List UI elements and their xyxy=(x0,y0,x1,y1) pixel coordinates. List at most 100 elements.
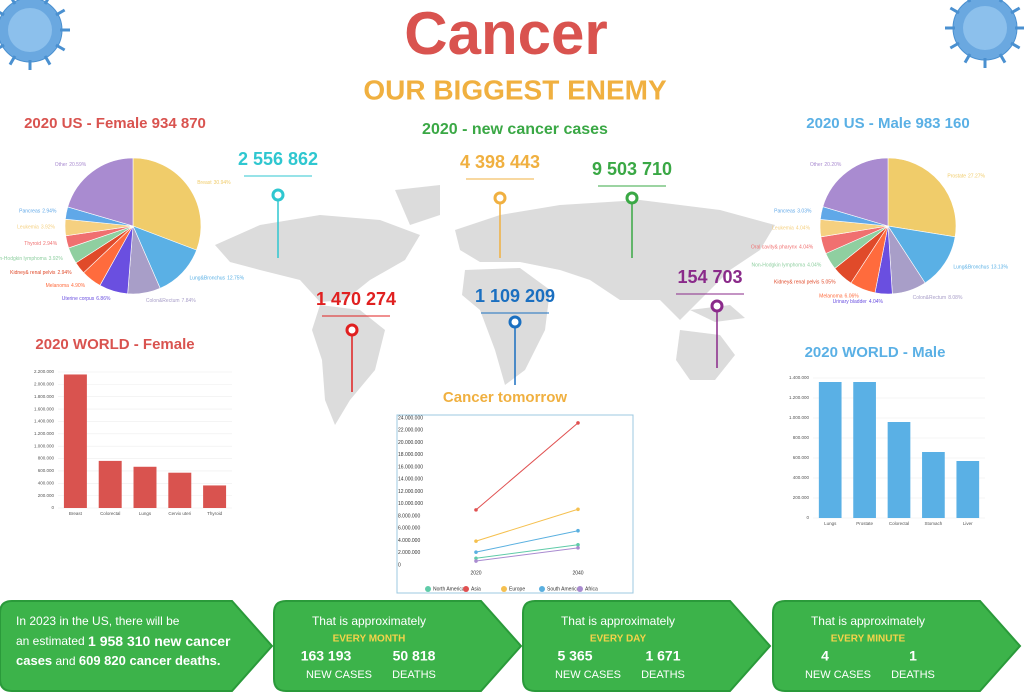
fact-text-part: In 2023 in the US, there will be xyxy=(16,614,180,628)
fact-text-part: and xyxy=(52,654,79,668)
x-tick-label: Lungs xyxy=(139,511,152,516)
pie-label-value: 27.27% xyxy=(968,174,986,180)
y-tick-label: 0 xyxy=(51,505,54,510)
virus-spike xyxy=(55,43,66,52)
series-point xyxy=(576,528,580,533)
series-point xyxy=(576,507,580,512)
pie-label-value: 4.90% xyxy=(71,283,86,289)
fact-period: EVERY MONTH xyxy=(333,634,406,645)
pie-label: Non-Hodgkin lymphoma 4.04% xyxy=(751,263,821,269)
pie-label-category: Oral cavity& pharynx xyxy=(751,245,798,251)
fact-text: In 2023 in the US, there will be xyxy=(16,614,180,628)
fact-deaths-label: DEATHS xyxy=(641,669,685,681)
y-tick-label: 0 xyxy=(398,562,401,568)
fact-deaths: 50 818 xyxy=(393,648,436,664)
fact-title: That is approximately xyxy=(312,614,426,628)
bar xyxy=(922,452,945,518)
y-tick-label: 800.000 xyxy=(38,456,55,461)
y-tick-label: 10.000.000 xyxy=(398,501,423,507)
fact-deaths-label: DEATHS xyxy=(392,669,436,681)
pie-slice xyxy=(67,157,134,227)
bar xyxy=(887,422,911,518)
series-point xyxy=(576,546,580,550)
fact-arrow xyxy=(772,600,1022,692)
y-tick-label: 600.000 xyxy=(38,468,55,473)
bar xyxy=(818,382,842,518)
y-tick-label: 200.000 xyxy=(38,493,55,498)
y-tick-label: 20.000.000 xyxy=(398,440,423,446)
virus-spike xyxy=(55,8,66,17)
virus-spike xyxy=(0,10,5,17)
fact-title: That is approximately xyxy=(561,614,675,628)
legend-label: Asia xyxy=(471,586,481,592)
fact-title: That is approximately xyxy=(811,614,925,628)
pie-label-value: 8.08% xyxy=(948,295,963,301)
legend-swatch xyxy=(425,586,431,592)
y-tick-label: 1.000.000 xyxy=(34,443,55,448)
fact-cases: 4 xyxy=(821,648,829,664)
virus-spike xyxy=(1010,41,1021,50)
pie-label-category: Melanoma xyxy=(46,283,70,289)
pie-label-category: Colon&Rectum xyxy=(913,295,947,301)
virus-spike xyxy=(998,0,1003,3)
legend-label: Africa xyxy=(585,586,598,592)
pie-label-value: 13.13% xyxy=(991,265,1009,271)
pie-label-category: Leukemia xyxy=(17,225,39,231)
pie-label: Prostate 27.27% xyxy=(947,174,985,180)
virus-spike xyxy=(0,43,5,50)
y-tick-label: 16.000.000 xyxy=(398,464,423,470)
pie-label-value: 7.84% xyxy=(182,298,197,304)
x-tick-label: 2020 xyxy=(470,570,481,576)
bar xyxy=(853,382,876,518)
bar xyxy=(98,460,122,508)
series-point xyxy=(474,550,478,554)
pie-label: Other 20.59% xyxy=(55,163,87,169)
y-tick-label: 1.800.000 xyxy=(34,394,55,399)
y-tick-label: 4.000.000 xyxy=(398,538,420,544)
x-tick-label: Thyroid xyxy=(207,511,223,516)
pie-label-category: Urinary bladder xyxy=(833,299,868,305)
virus-spike xyxy=(967,0,972,3)
fact-cases-label: NEW CASES xyxy=(306,669,372,681)
x-tick-label: Colorectal xyxy=(889,521,909,526)
virus-spike xyxy=(1010,6,1021,15)
callout-marker xyxy=(493,191,507,205)
pie-label-category: Non-Hodgkin lymphoma xyxy=(0,256,47,262)
y-tick-label: 22.000.000 xyxy=(398,428,423,434)
pie-label: Colon&Rectum 7.84% xyxy=(146,298,196,304)
region-cases: 154 703 xyxy=(677,267,742,287)
pie-label-category: Thyroid xyxy=(24,241,41,247)
pie-label-value: 2.94% xyxy=(57,270,72,276)
region-cases: 4 398 443 xyxy=(460,152,540,172)
pie-label-category: Other xyxy=(55,163,68,169)
pie-label: Breast 30.94% xyxy=(197,180,231,186)
y-tick-label: 14.000.000 xyxy=(398,477,423,483)
pie-slice xyxy=(132,157,202,251)
x-tick-label: Cervix uteri xyxy=(168,511,191,516)
page-title: Cancer xyxy=(404,0,607,67)
page-subtitle: OUR BIGGEST ENEMY xyxy=(363,74,667,105)
fact-cases: 5 365 xyxy=(557,648,592,664)
pie-label: Kidney& renal pelvis 2.94% xyxy=(10,270,72,276)
chart-title: 2020 US - Female 934 870 xyxy=(24,115,206,132)
y-tick-label: 1.200.000 xyxy=(34,431,55,436)
y-tick-label: 1.000.000 xyxy=(789,415,810,420)
pie-label: Melanoma 6.06% xyxy=(819,294,859,300)
series-line xyxy=(475,530,579,553)
pie-label: Uterine corpus 6.86% xyxy=(62,296,111,302)
pie-label-value: 30.94% xyxy=(214,180,232,186)
pie-label-category: Breast xyxy=(197,180,212,186)
map-title: 2020 - new cancer cases xyxy=(422,121,608,138)
series-line xyxy=(475,422,579,511)
y-tick-label: 18.000.000 xyxy=(398,452,423,458)
fact-text-part: an estimated xyxy=(16,634,88,648)
fact-deaths: 1 671 xyxy=(645,648,680,664)
bar xyxy=(956,461,980,518)
x-tick-label: Lungs xyxy=(824,521,837,526)
x-tick-label: Prostate xyxy=(856,521,873,526)
virus-right xyxy=(952,0,1018,61)
pie-label: Other 20.20% xyxy=(810,162,842,168)
chart-title: Cancer tomorrow xyxy=(443,389,568,406)
pie-label-category: Melanoma xyxy=(819,294,843,300)
